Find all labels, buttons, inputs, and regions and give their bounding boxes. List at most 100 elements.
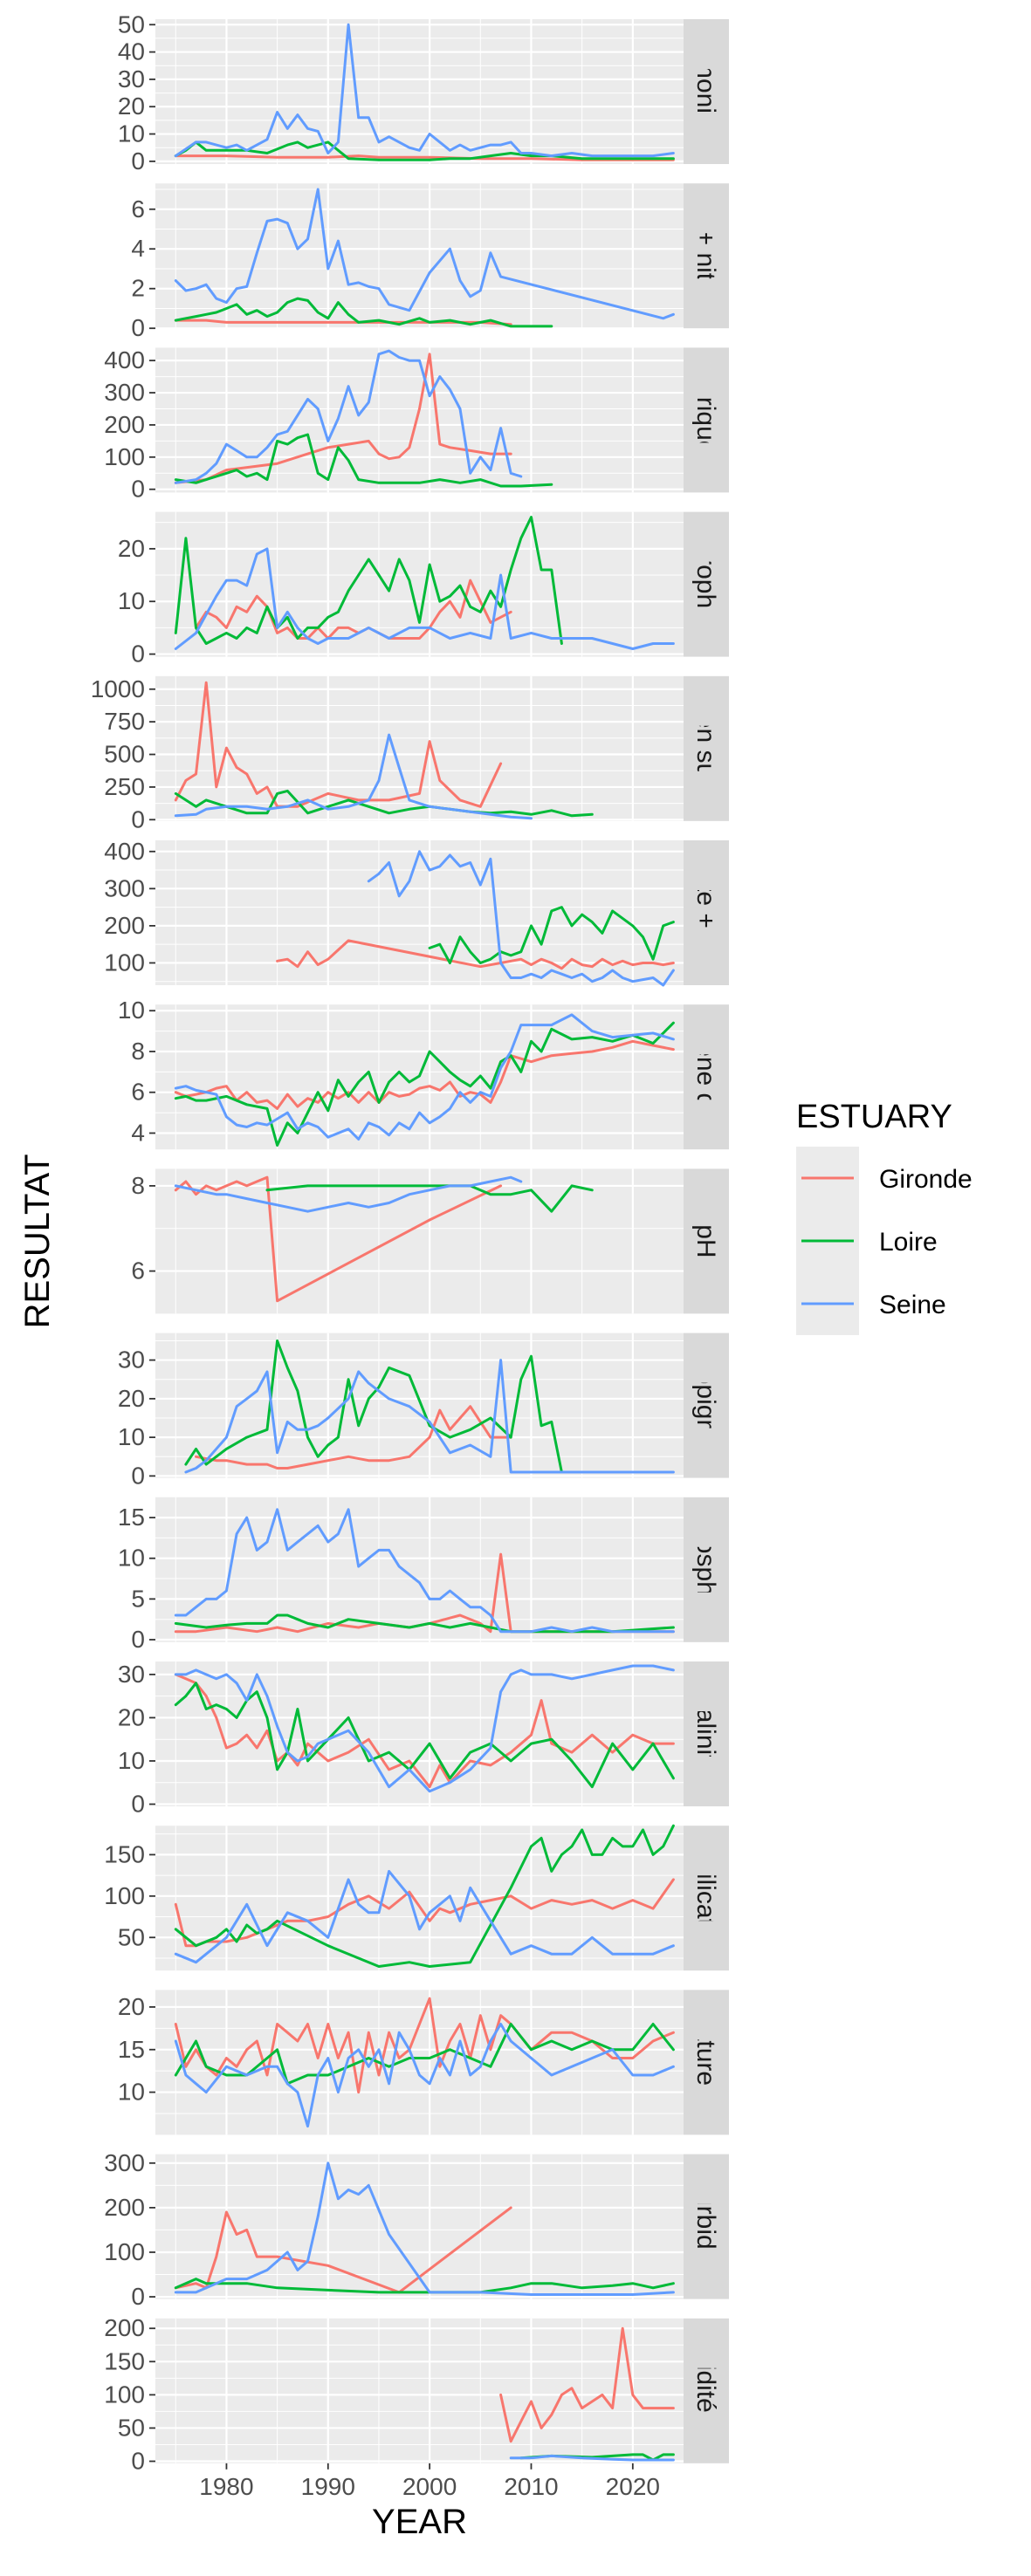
facet-strip xyxy=(684,840,729,985)
series-line-seine xyxy=(174,547,675,650)
y-tick-label: 100 xyxy=(104,443,145,470)
y-tick-label: 20 xyxy=(118,92,145,120)
y-tick-label: 0 xyxy=(131,1626,145,1653)
series-line-gironde xyxy=(276,939,675,970)
y-tick-label: 300 xyxy=(104,379,145,406)
series-line-gironde xyxy=(174,154,675,161)
facet-panel: 0 100 200 300 Turbidité xyxy=(104,2149,729,2310)
y-tick-label: 0 xyxy=(131,2448,145,2475)
y-tick-label: 750 xyxy=(104,708,145,735)
y-tick-label: 6 xyxy=(131,195,145,223)
series-line-loire xyxy=(174,789,594,818)
legend-label: Seine xyxy=(879,1291,946,1319)
y-tick-label: 10 xyxy=(118,1423,145,1450)
y-tick-label: 150 xyxy=(104,2347,145,2374)
facet-strip-label: Silicate xyxy=(691,1856,720,1941)
y-tick-label: 200 xyxy=(104,2314,145,2341)
y-tick-label: 50 xyxy=(118,10,145,38)
facet-strip xyxy=(684,2154,729,2299)
facet-strip xyxy=(684,1661,729,1806)
panel-background xyxy=(155,675,684,821)
facet-strip xyxy=(684,19,729,164)
facet-strip-label: Phosphate xyxy=(691,1507,720,1632)
panel-background xyxy=(155,840,684,985)
series-line-loire xyxy=(174,297,553,328)
facet-strip xyxy=(684,1333,729,1478)
facet-strip xyxy=(684,347,729,493)
facet-strip-label: Salinité xyxy=(691,1691,720,1777)
x-tick-label: 2020 xyxy=(606,2473,660,2500)
facet-panel: 50 100 150 Silicate xyxy=(104,1824,729,1971)
facet-panel: 0 10 20 30 Salinité xyxy=(118,1661,729,1818)
y-tick-label: 0 xyxy=(131,1791,145,1818)
series-line-gironde xyxy=(174,2206,512,2294)
x-axis: 1980 1990 2000 2010 2020 xyxy=(199,2463,660,2500)
y-tick-label: 300 xyxy=(104,874,145,901)
facet-strip-label: urbidité FN xyxy=(691,2326,720,2455)
facet-panel: 0 50 100 150 200 urbidité FN xyxy=(104,2314,729,2475)
y-tick-label: 0 xyxy=(131,1462,145,1489)
facet-panel: 0 2 4 6 itrite + nitrates xyxy=(131,183,729,341)
facet-strip xyxy=(684,1168,729,1314)
facet-strip xyxy=(684,1990,729,2135)
x-tick-label: 2010 xyxy=(504,2473,558,2500)
series-line-gironde xyxy=(174,1997,675,2094)
facet-strip-label: Turbidité xyxy=(691,2176,720,2278)
legend-title: ESTUARY xyxy=(796,1099,952,1135)
y-tick-label: 30 xyxy=(118,1346,145,1374)
facet-strip-label: pH xyxy=(691,1224,720,1257)
legend: ESTUARY Gironde Loire Seine xyxy=(796,1099,973,1335)
y-tick-label: 20 xyxy=(118,1993,145,2020)
series-line-seine xyxy=(367,850,675,987)
facet-panel: 10 15 20 érature de xyxy=(118,1990,729,2135)
y-tick-label: 50 xyxy=(118,1923,145,1950)
series-line-seine xyxy=(174,1013,675,1141)
series-line-loire xyxy=(174,433,553,488)
y-axis-title: RESULTAT xyxy=(18,1154,57,1328)
y-tick-label: 200 xyxy=(104,411,145,438)
series-line-loire xyxy=(174,1824,675,1968)
panel-background xyxy=(155,19,684,164)
y-tick-label: 30 xyxy=(118,1661,145,1688)
y-tick-label: 100 xyxy=(104,1882,145,1909)
facet-panel: 0 100 200 300 400 nitrique ( xyxy=(104,346,729,503)
y-tick-label: 200 xyxy=(104,912,145,939)
y-tick-label: 10 xyxy=(118,1545,145,1572)
y-tick-label: 8 xyxy=(131,1172,145,1199)
panel-background xyxy=(155,511,684,657)
y-tick-label: 250 xyxy=(104,773,145,800)
y-tick-label: 6 xyxy=(131,1079,145,1106)
y-tick-label: 0 xyxy=(131,805,145,832)
y-tick-label: 10 xyxy=(118,1747,145,1774)
panel-background xyxy=(155,1333,684,1478)
series-line-loire xyxy=(265,1184,594,1213)
y-tick-label: 100 xyxy=(104,2238,145,2265)
y-tick-label: 10 xyxy=(118,997,145,1024)
series-line-seine xyxy=(174,1175,523,1213)
panel-background xyxy=(155,1661,684,1806)
facet-panel: 0 250 500 750 1000 e en susp xyxy=(91,675,729,832)
facet-panel: 0 5 10 15 Phosphate xyxy=(118,1497,729,1653)
y-tick-label: 10 xyxy=(118,120,145,147)
facet-strip xyxy=(684,1004,729,1150)
y-tick-label: 20 xyxy=(118,1703,145,1730)
series-line-gironde xyxy=(195,579,512,640)
y-tick-label: 0 xyxy=(131,476,145,503)
facet-panel: 100 200 300 400 trate + nitr xyxy=(104,838,729,987)
facet-strip xyxy=(684,1497,729,1642)
series-line-seine xyxy=(184,1359,675,1474)
y-tick-label: 150 xyxy=(104,1840,145,1867)
y-tick-label: 8 xyxy=(131,1038,145,1065)
y-tick-label: 0 xyxy=(131,2283,145,2310)
series-line-gironde xyxy=(174,1175,503,1303)
y-tick-label: 2 xyxy=(131,275,145,302)
series-line-seine xyxy=(174,1508,675,1634)
series-line-seine xyxy=(174,1664,675,1793)
legend-label: Loire xyxy=(879,1228,938,1257)
y-tick-label: 4 xyxy=(131,1119,145,1146)
y-tick-label: 200 xyxy=(104,2194,145,2221)
panel-background xyxy=(155,1990,684,2135)
y-tick-label: 0 xyxy=(131,641,145,668)
